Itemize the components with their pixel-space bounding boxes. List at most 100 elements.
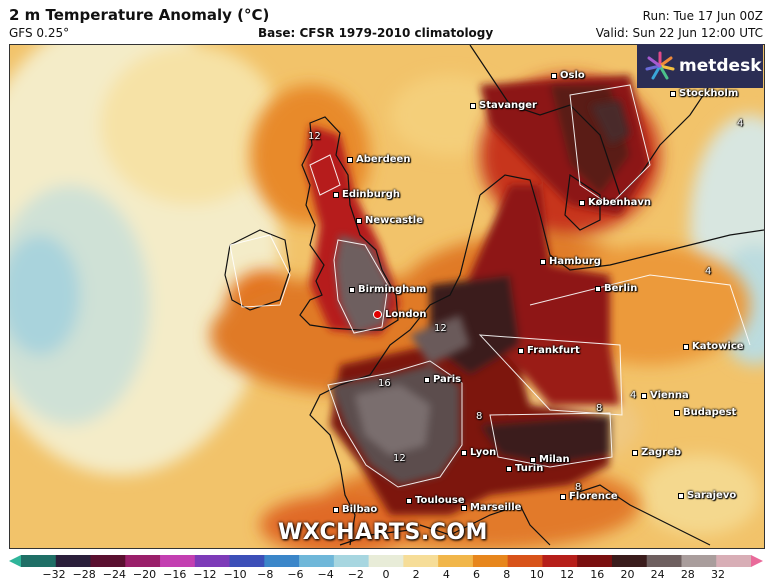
city-marker-icon [579,199,585,206]
colorbar-tick-label: −4 [317,568,334,581]
chart-title: 2 m Temperature Anomaly (°C) [9,6,270,24]
contour-label: 12 [308,131,321,142]
city-marker-icon [530,456,536,463]
city-label[interactable]: Milan [530,454,570,465]
city-label[interactable]: London [373,309,427,320]
city-label[interactable]: Aberdeen [347,154,410,165]
colorbar-segment [21,555,57,567]
city-label[interactable]: Marseille [461,502,521,513]
colorbar-tick-label: −16 [163,568,187,581]
metdesk-burst-icon [645,51,675,80]
colorbar-segment [160,555,196,567]
colorbar-tick-label: 4 [442,568,450,581]
city-label[interactable]: Hamburg [540,256,601,267]
wxcharts-watermark: WXCHARTS.COM [278,520,488,545]
colorbar-segment [507,555,543,567]
contour-lines [229,84,751,488]
colorbar-segment [716,555,752,567]
colorbar-tick-label: 8 [503,568,511,581]
contour-label: 12 [393,453,406,464]
city-label[interactable]: Oslo [551,70,585,81]
colorbar-segment [125,555,161,567]
city-label[interactable]: Vienna [641,390,689,401]
colorbar-tick-label: 28 [680,568,695,581]
city-label[interactable]: Berlin [595,283,637,294]
contour-label: 4 [737,118,744,129]
city-marker-icon [678,492,684,499]
colorbar-segment [55,555,92,567]
colorbar-segment [542,555,578,567]
city-marker-icon [373,310,382,319]
colorbar-segment [646,555,682,567]
contour-label: 4 [705,266,712,277]
city-marker-icon [683,343,689,350]
coastlines [224,45,764,546]
city-marker-icon [595,285,601,292]
run-time: Run: Tue 17 Jun 00Z [642,9,763,23]
city-marker-icon [333,506,339,513]
base-climatology-label: Base: CFSR 1979-2010 climatology [258,26,494,40]
contour-label: 8 [476,411,483,422]
city-label[interactable]: Florence [560,491,618,502]
city-label[interactable]: Stockholm [670,88,738,99]
colorbar-segment [299,555,335,567]
colorbar-right-arrow [751,555,763,567]
city-marker-icon [349,286,355,293]
colorbar-tick-label: −24 [102,568,126,581]
city-marker-icon [540,258,546,265]
city-marker-icon [518,347,524,354]
colorbar-segment [194,555,231,567]
colorbar-segment [90,555,126,567]
city-label[interactable]: Stavanger [470,100,537,111]
extreme-anomaly-area [330,100,630,485]
colorbar-tick-label: 24 [650,568,665,581]
city-marker-icon [333,191,339,198]
city-label[interactable]: Sarajevo [678,490,736,501]
city-label[interactable]: Paris [424,374,461,385]
colorbar-segment [438,555,474,567]
city-marker-icon [406,497,412,504]
city-marker-icon [674,409,680,416]
city-label[interactable]: Birmingham [349,284,426,295]
colorbar-segment [403,555,439,567]
colorbar-tick-label: −20 [132,568,157,581]
colorbar-segment [472,555,509,567]
colorbar-segment [229,555,265,567]
city-label[interactable]: Zagreb [632,447,681,458]
colorbar-tick-label: 12 [560,568,575,581]
city-marker-icon [356,217,362,224]
city-label[interactable]: Budapest [674,407,736,418]
contour-label: 16 [378,378,391,389]
city-marker-icon [461,449,467,456]
colorbar-tick-label: −12 [193,568,217,581]
colorbar-tick-label: −8 [257,568,274,581]
city-label[interactable]: Lyon [461,447,496,458]
city-marker-icon [347,156,353,163]
city-marker-icon [670,90,676,97]
colorbar-tick-label: −32 [42,568,66,581]
metdesk-logo[interactable]: metdesk [637,44,763,88]
colorbar-tick-label: 10 [529,568,544,581]
map-canvas [10,45,764,548]
colorbar-tick-label: −6 [287,568,304,581]
city-label[interactable]: Turin [506,463,543,474]
city-marker-icon [470,102,476,109]
colorbar-tick-label: 0 [382,568,390,581]
anomaly-map[interactable]: 12 12 16 12 4 8 8 4 4 8 Oslo Stavanger S… [9,44,765,549]
colorbar-tick-label: 20 [620,568,635,581]
city-label[interactable]: Newcastle [356,215,423,226]
city-label[interactable]: København [579,197,651,208]
city-marker-icon [632,449,638,456]
colorbar-segment [333,555,370,567]
city-label[interactable]: Edinburgh [333,189,400,200]
valid-time: Valid: Sun 22 Jun 12:00 UTC [595,26,763,40]
city-label[interactable]: Frankfurt [518,345,580,356]
city-marker-icon [551,72,557,79]
colorbar-left-arrow [9,555,21,567]
city-label[interactable]: Katowice [683,341,744,352]
colorbar-segment [577,555,613,567]
contour-label: 4 [630,390,637,401]
city-label[interactable]: Toulouse [406,495,465,506]
colorbar-tick-label: 32 [711,568,725,581]
city-label[interactable]: Bilbao [333,504,377,515]
